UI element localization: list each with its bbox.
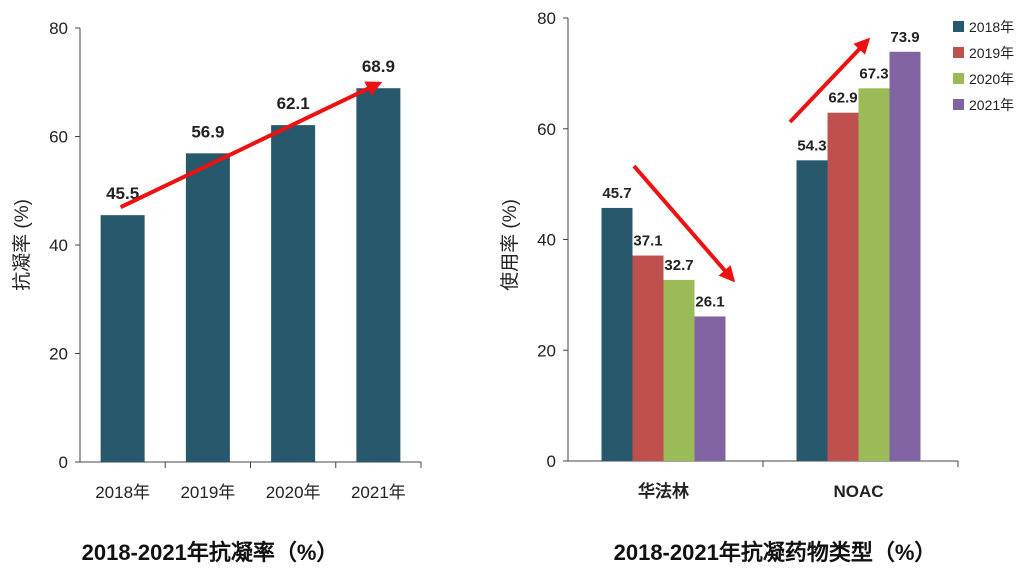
bar-2018年	[100, 215, 145, 462]
bar-华法林-2018年	[601, 207, 633, 461]
y-tick-label: 40	[537, 231, 556, 250]
x-tick-label: NOAC	[833, 482, 883, 501]
legend-swatch	[953, 73, 964, 84]
bar-NOAC-2018年	[796, 160, 828, 461]
data-label: 67.3	[859, 65, 888, 82]
y-tick-label: 0	[59, 453, 68, 472]
y-tick-label: 0	[547, 452, 556, 471]
data-label: 62.1	[277, 94, 310, 113]
x-tick-label: 2020年	[266, 483, 321, 502]
legend-label: 2018年	[969, 19, 1014, 35]
y-tick-label: 60	[49, 128, 68, 147]
x-tick-label: 2021年	[351, 483, 406, 502]
data-label: 45.7	[602, 185, 631, 202]
y-tick-label: 80	[49, 19, 68, 38]
data-label: 54.3	[797, 137, 826, 154]
bar-华法林-2019年	[632, 255, 664, 461]
bar-2021年	[356, 88, 401, 462]
x-tick-label: 2019年	[180, 483, 235, 502]
data-label: 73.9	[890, 29, 919, 46]
y-tick-label: 80	[537, 9, 556, 28]
data-label: 68.9	[362, 57, 395, 76]
x-tick-label: 华法林	[638, 481, 689, 501]
right-y-axis-title: 使用率 (%)	[499, 199, 521, 291]
data-label: 56.9	[191, 122, 224, 141]
data-label: 45.5	[106, 184, 139, 203]
data-label: 62.9	[828, 90, 857, 107]
x-tick-label: 2018年	[95, 483, 150, 502]
trend-arrow-down	[632, 164, 736, 283]
data-label: 32.7	[664, 257, 693, 274]
data-label: 37.1	[633, 233, 662, 250]
legend-swatch	[953, 47, 964, 58]
right-chart: 0 20 40 60 80 华法林 45.7 37.132.7 26.1 NOAC 54.3 62.9…	[537, 9, 1014, 501]
bar-NOAC-2019年	[827, 112, 859, 461]
legend-label: 2019年	[969, 45, 1014, 61]
legend-swatch	[953, 99, 964, 110]
y-tick-label: 60	[537, 120, 556, 139]
trend-arrow	[119, 81, 383, 209]
data-label: 26.1	[695, 293, 724, 310]
left-y-axis-title: 抗凝率 (%)	[11, 199, 33, 291]
bar-2019年	[185, 153, 230, 462]
y-tick-label: 20	[49, 345, 68, 364]
y-tick-label: 40	[49, 236, 68, 255]
bar-NOAC-2021年	[889, 51, 921, 462]
bar-华法林-2021年	[694, 316, 726, 461]
legend-label: 2020年	[969, 71, 1014, 87]
bar-华法林-2020年	[663, 279, 695, 461]
legend-swatch	[953, 21, 964, 32]
bar-NOAC-2020年	[858, 88, 890, 462]
trend-arrow-up	[788, 37, 871, 124]
bar-2020年	[271, 125, 316, 463]
left-chart: 0 20 40 60 80 45.5 2018年 56.9 2019年 62.1 2020年 68.9…	[49, 19, 422, 502]
y-tick-label: 20	[537, 341, 556, 360]
left-chart-caption: 2018-2021年抗凝率（%）	[82, 540, 339, 565]
legend-label: 2021年	[969, 97, 1014, 113]
right-chart-caption: 2018-2021年抗凝药物类型（%）	[614, 540, 937, 565]
